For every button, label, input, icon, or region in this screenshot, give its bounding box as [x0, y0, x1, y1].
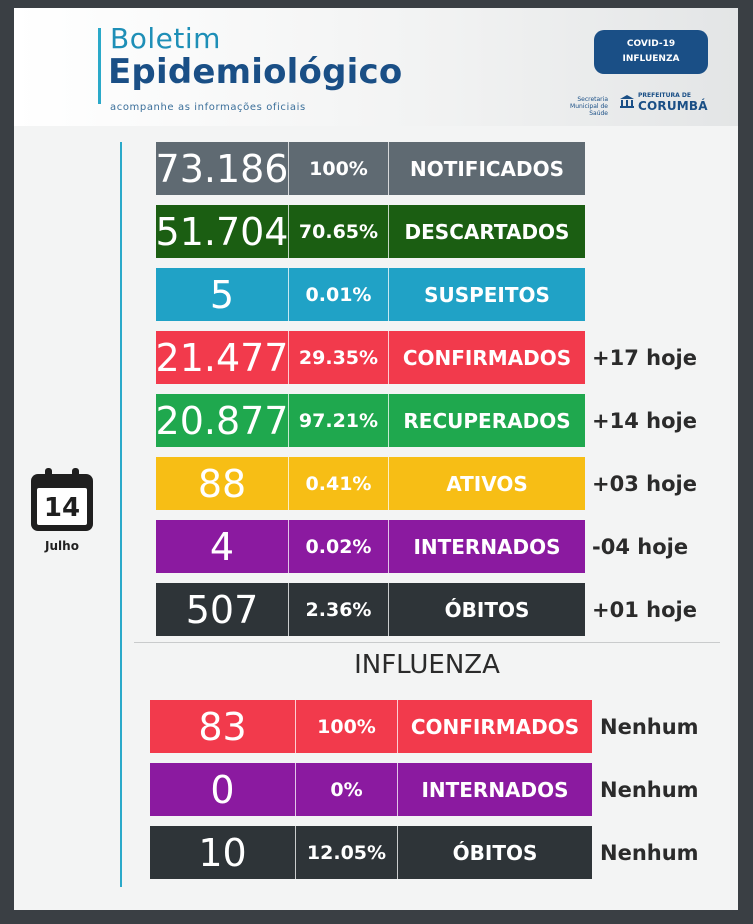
row-value: 73.186 [156, 142, 288, 195]
row-today: Nenhum [600, 840, 699, 865]
stat-row-obitos: 507 2.36% ÓBITOS [156, 583, 585, 636]
calendar-month: Julho [45, 539, 79, 553]
row-value: 21.477 [156, 331, 288, 384]
city-hall-icon [620, 95, 634, 108]
row-percent: 100% [295, 700, 397, 753]
row-percent: 0.01% [288, 268, 388, 321]
row-today: Nenhum [600, 714, 699, 739]
prefeitura-label: PREFEITURA DE [638, 92, 691, 99]
title-line2: Epidemiológico [108, 52, 403, 92]
stat-row-descartados: 51.704 70.65% DESCARTADOS [156, 205, 585, 258]
row-label: ÓBITOS [388, 583, 585, 636]
stat-row-notificados: 73.186 100% NOTIFICADOS [156, 142, 585, 195]
row-percent: 97.21% [288, 394, 388, 447]
row-today: -04 hoje [592, 534, 689, 559]
row-value: 88 [156, 457, 288, 510]
row-value: 5 [156, 268, 288, 321]
row-label: INTERNADOS [388, 520, 585, 573]
prefeitura-name: CORUMBÁ [638, 99, 708, 113]
stat-row-suspeitos: 5 0.01% SUSPEITOS [156, 268, 585, 321]
timeline-divider [120, 142, 122, 887]
header-accent-bar [98, 28, 101, 104]
stat-row-ativos: 88 0.41% ATIVOS [156, 457, 585, 510]
flu-row-confirmados: 83 100% CONFIRMADOS [150, 700, 592, 753]
row-percent: 0.02% [288, 520, 388, 573]
row-label: ATIVOS [388, 457, 585, 510]
bulletin-card: Boletim Epidemiológico acompanhe as info… [14, 8, 738, 910]
secretaria-label: Secretaria Municipal de Saúde [570, 96, 608, 117]
row-today: Nenhum [600, 777, 699, 802]
title-line1: Boletim [110, 22, 221, 55]
row-today: +17 hoje [592, 345, 697, 370]
row-percent: 2.36% [288, 583, 388, 636]
row-value: 0 [150, 763, 295, 816]
row-label: INTERNADOS [397, 763, 592, 816]
badge-line2: INFLUENZA [622, 54, 680, 64]
section-divider [134, 642, 720, 643]
stat-row-confirmados: 21.477 29.35% CONFIRMADOS [156, 331, 585, 384]
row-label: NOTIFICADOS [388, 142, 585, 195]
row-value: 20.877 [156, 394, 288, 447]
covid-influenza-badge: COVID-19 INFLUENZA [594, 30, 708, 74]
row-label: CONFIRMADOS [388, 331, 585, 384]
row-value: 51.704 [156, 205, 288, 258]
stat-row-recuperados: 20.877 97.21% RECUPERADOS [156, 394, 585, 447]
stat-row-internados: 4 0.02% INTERNADOS [156, 520, 585, 573]
row-percent: 29.35% [288, 331, 388, 384]
row-value: 507 [156, 583, 288, 636]
row-label: DESCARTADOS [388, 205, 585, 258]
badge-line1: COVID-19 [626, 39, 676, 49]
row-today: +14 hoje [592, 408, 697, 433]
calendar-day: 14 [43, 493, 81, 523]
subtitle: acompanhe as informações oficiais [110, 102, 306, 113]
row-label: ÓBITOS [397, 826, 592, 879]
row-label: CONFIRMADOS [397, 700, 592, 753]
header: Boletim Epidemiológico acompanhe as info… [14, 8, 738, 126]
row-percent: 70.65% [288, 205, 388, 258]
row-today: +01 hoje [592, 597, 697, 622]
row-percent: 0% [295, 763, 397, 816]
row-label: SUSPEITOS [388, 268, 585, 321]
row-value: 83 [150, 700, 295, 753]
row-today: +03 hoje [592, 471, 697, 496]
calendar-icon [31, 468, 93, 531]
row-value: 10 [150, 826, 295, 879]
row-percent: 100% [288, 142, 388, 195]
row-value: 4 [156, 520, 288, 573]
flu-row-internados: 0 0% INTERNADOS [150, 763, 592, 816]
row-percent: 12.05% [295, 826, 397, 879]
flu-row-obitos: 10 12.05% ÓBITOS [150, 826, 592, 879]
row-label: RECUPERADOS [388, 394, 585, 447]
influenza-title: INFLUENZA [354, 650, 500, 680]
row-percent: 0.41% [288, 457, 388, 510]
